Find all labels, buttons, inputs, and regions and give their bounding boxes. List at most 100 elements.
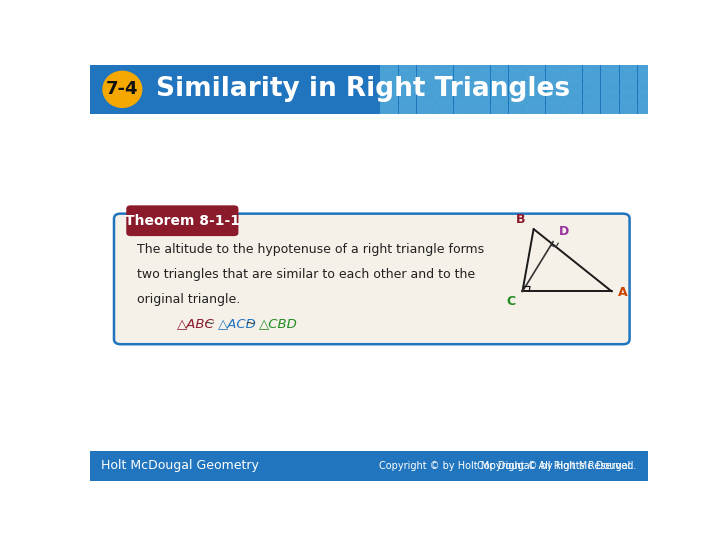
Text: △ABC: △ABC bbox=[176, 317, 215, 330]
Text: D: D bbox=[559, 225, 569, 238]
Text: C: C bbox=[507, 295, 516, 308]
Text: ~: ~ bbox=[200, 317, 220, 330]
FancyBboxPatch shape bbox=[454, 92, 471, 102]
FancyBboxPatch shape bbox=[436, 59, 452, 69]
FancyBboxPatch shape bbox=[436, 92, 452, 102]
FancyBboxPatch shape bbox=[619, 59, 636, 69]
FancyBboxPatch shape bbox=[638, 103, 648, 113]
Text: △CBD: △CBD bbox=[258, 317, 297, 330]
FancyBboxPatch shape bbox=[619, 92, 636, 102]
FancyBboxPatch shape bbox=[528, 59, 544, 69]
FancyBboxPatch shape bbox=[490, 49, 508, 58]
FancyBboxPatch shape bbox=[417, 81, 433, 91]
FancyBboxPatch shape bbox=[546, 92, 562, 102]
FancyBboxPatch shape bbox=[380, 70, 397, 80]
FancyBboxPatch shape bbox=[472, 49, 489, 58]
FancyBboxPatch shape bbox=[619, 103, 636, 113]
FancyBboxPatch shape bbox=[601, 49, 618, 58]
Text: △ACD: △ACD bbox=[217, 317, 256, 330]
FancyBboxPatch shape bbox=[582, 49, 600, 58]
FancyBboxPatch shape bbox=[582, 81, 600, 91]
FancyBboxPatch shape bbox=[546, 81, 562, 91]
FancyBboxPatch shape bbox=[564, 103, 581, 113]
FancyBboxPatch shape bbox=[380, 103, 397, 113]
FancyBboxPatch shape bbox=[638, 49, 648, 58]
FancyBboxPatch shape bbox=[528, 103, 544, 113]
FancyBboxPatch shape bbox=[399, 49, 415, 58]
FancyBboxPatch shape bbox=[546, 70, 562, 80]
FancyBboxPatch shape bbox=[601, 59, 618, 69]
FancyBboxPatch shape bbox=[399, 81, 415, 91]
FancyBboxPatch shape bbox=[528, 70, 544, 80]
FancyBboxPatch shape bbox=[399, 92, 415, 102]
FancyBboxPatch shape bbox=[638, 81, 648, 91]
FancyBboxPatch shape bbox=[619, 70, 636, 80]
FancyBboxPatch shape bbox=[436, 70, 452, 80]
FancyBboxPatch shape bbox=[417, 49, 433, 58]
FancyBboxPatch shape bbox=[564, 70, 581, 80]
FancyBboxPatch shape bbox=[417, 59, 433, 69]
FancyBboxPatch shape bbox=[380, 59, 397, 69]
FancyBboxPatch shape bbox=[601, 92, 618, 102]
FancyBboxPatch shape bbox=[417, 92, 433, 102]
Text: Copyright © by Holt Mc Dougal. All Rights Reserved.: Copyright © by Holt Mc Dougal. All Right… bbox=[379, 461, 637, 471]
FancyBboxPatch shape bbox=[582, 70, 600, 80]
Text: A: A bbox=[618, 286, 628, 299]
FancyBboxPatch shape bbox=[472, 103, 489, 113]
FancyBboxPatch shape bbox=[472, 81, 489, 91]
FancyBboxPatch shape bbox=[490, 59, 508, 69]
FancyBboxPatch shape bbox=[436, 49, 452, 58]
FancyBboxPatch shape bbox=[582, 92, 600, 102]
Text: Copyright © by Holt Mc Dougal.: Copyright © by Holt Mc Dougal. bbox=[477, 461, 637, 471]
FancyBboxPatch shape bbox=[90, 65, 648, 114]
Text: The altitude to the hypotenuse of a right triangle forms: The altitude to the hypotenuse of a righ… bbox=[138, 244, 485, 256]
FancyBboxPatch shape bbox=[509, 103, 526, 113]
FancyBboxPatch shape bbox=[528, 92, 544, 102]
FancyBboxPatch shape bbox=[546, 49, 562, 58]
FancyBboxPatch shape bbox=[454, 59, 471, 69]
FancyBboxPatch shape bbox=[490, 103, 508, 113]
FancyBboxPatch shape bbox=[564, 49, 581, 58]
FancyBboxPatch shape bbox=[399, 103, 415, 113]
Text: original triangle.: original triangle. bbox=[138, 293, 240, 306]
FancyBboxPatch shape bbox=[380, 81, 397, 91]
FancyBboxPatch shape bbox=[454, 49, 471, 58]
FancyBboxPatch shape bbox=[380, 92, 397, 102]
Text: Theorem 8-1-1: Theorem 8-1-1 bbox=[125, 214, 240, 228]
FancyBboxPatch shape bbox=[436, 81, 452, 91]
FancyBboxPatch shape bbox=[509, 49, 526, 58]
FancyBboxPatch shape bbox=[417, 70, 433, 80]
FancyBboxPatch shape bbox=[399, 70, 415, 80]
FancyBboxPatch shape bbox=[638, 92, 648, 102]
FancyBboxPatch shape bbox=[114, 214, 629, 344]
FancyBboxPatch shape bbox=[472, 70, 489, 80]
FancyBboxPatch shape bbox=[619, 81, 636, 91]
FancyBboxPatch shape bbox=[90, 451, 648, 481]
FancyBboxPatch shape bbox=[454, 103, 471, 113]
FancyBboxPatch shape bbox=[582, 103, 600, 113]
FancyBboxPatch shape bbox=[601, 81, 618, 91]
Text: ~: ~ bbox=[241, 317, 261, 330]
FancyBboxPatch shape bbox=[436, 103, 452, 113]
FancyBboxPatch shape bbox=[399, 59, 415, 69]
FancyBboxPatch shape bbox=[601, 103, 618, 113]
FancyBboxPatch shape bbox=[509, 81, 526, 91]
FancyBboxPatch shape bbox=[509, 92, 526, 102]
FancyBboxPatch shape bbox=[454, 70, 471, 80]
FancyBboxPatch shape bbox=[601, 70, 618, 80]
FancyBboxPatch shape bbox=[564, 81, 581, 91]
FancyBboxPatch shape bbox=[380, 49, 397, 58]
FancyBboxPatch shape bbox=[490, 70, 508, 80]
FancyBboxPatch shape bbox=[546, 103, 562, 113]
FancyBboxPatch shape bbox=[582, 59, 600, 69]
FancyBboxPatch shape bbox=[490, 81, 508, 91]
FancyBboxPatch shape bbox=[417, 103, 433, 113]
FancyBboxPatch shape bbox=[490, 92, 508, 102]
FancyBboxPatch shape bbox=[126, 205, 238, 236]
Ellipse shape bbox=[102, 71, 143, 108]
FancyBboxPatch shape bbox=[546, 59, 562, 69]
FancyBboxPatch shape bbox=[564, 92, 581, 102]
FancyBboxPatch shape bbox=[638, 70, 648, 80]
FancyBboxPatch shape bbox=[528, 81, 544, 91]
Text: Holt McDougal Geometry: Holt McDougal Geometry bbox=[101, 459, 259, 472]
